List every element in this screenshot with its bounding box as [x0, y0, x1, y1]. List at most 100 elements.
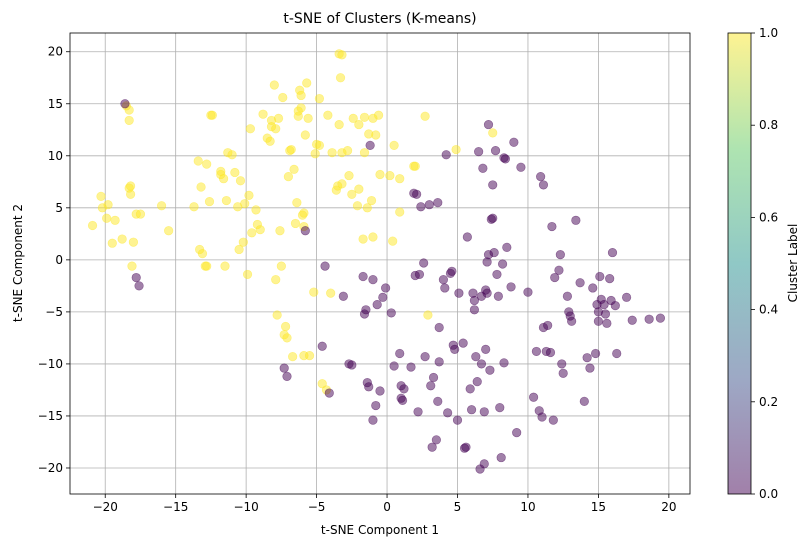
scatter-point-cluster-0: [554, 265, 564, 275]
grid-lines: [70, 33, 690, 494]
scatter-point-cluster-0: [419, 258, 429, 268]
scatter-point-cluster-1: [271, 124, 281, 134]
scatter-point-cluster-0: [612, 348, 622, 359]
scatter-point-cluster-1: [335, 73, 346, 83]
x-tick-label: 5: [454, 500, 462, 514]
x-tick-label: −20: [93, 500, 118, 514]
scatter-point-cluster-1: [103, 200, 113, 210]
colorbar: [727, 32, 752, 495]
scatter-point-cluster-1: [156, 201, 167, 211]
y-tick-label: 0: [55, 253, 63, 267]
scatter-point-cluster-0: [469, 305, 480, 315]
scatter-point-cluster-1: [290, 218, 301, 229]
scatter-point-cluster-1: [238, 237, 248, 247]
scatter-point-cluster-1: [362, 203, 372, 213]
scatter-point-cluster-0: [476, 359, 487, 369]
scatter-point-cluster-0: [279, 363, 289, 373]
scatter-point-cluster-1: [220, 261, 230, 271]
scatter-point-cluster-0: [479, 459, 489, 469]
scatter-point-cluster-1: [326, 288, 336, 298]
scatter-point-cluster-1: [359, 148, 370, 158]
scatter-point-cluster-1: [310, 149, 320, 159]
scatter-point-cluster-0: [644, 314, 654, 324]
scatter-point-cluster-1: [304, 350, 315, 361]
scatter-point-cluster-0: [536, 172, 546, 182]
scatter-point-cluster-1: [344, 170, 354, 181]
scatter-point-cluster-1: [230, 167, 240, 178]
scatter-point-cluster-0: [358, 271, 368, 282]
scatter-point-cluster-1: [110, 215, 120, 225]
scatter-point-cluster-0: [495, 403, 505, 413]
scatter-point-cluster-1: [292, 198, 302, 208]
scatter-point-cluster-0: [485, 365, 495, 375]
scatter-point-cluster-0: [545, 347, 556, 358]
scatter-point-cluster-1: [102, 213, 112, 223]
scatter-point-cluster-0: [406, 362, 416, 372]
scatter-point-cluster-1: [410, 161, 420, 171]
scatter-point-cluster-1: [358, 234, 368, 244]
x-axis-ticks: −20 −15 −10 −5 0 5 10 15 20: [93, 494, 677, 514]
scatter-point-cluster-0: [588, 283, 598, 293]
scatter-point-cluster-0: [371, 400, 381, 411]
scatter-point-cluster-1: [278, 92, 288, 103]
scatter-point-cluster-0: [469, 295, 480, 306]
scatter-point-cluster-0: [434, 357, 444, 367]
scatter-point-cluster-1: [337, 179, 347, 189]
scatter-point-cluster-0: [450, 344, 460, 354]
scatter-point-cluster-1: [423, 310, 433, 320]
scatter-point-cluster-1: [128, 237, 139, 247]
scatter-point-cluster-1: [269, 80, 279, 90]
scatter-point-cluster-1: [240, 199, 250, 209]
scatter-point-cluster-0: [431, 435, 441, 445]
y-tick-label: 5: [55, 201, 63, 215]
scatter-point-cluster-1: [352, 201, 363, 211]
x-tick-label: 0: [383, 500, 391, 514]
scatter-point-cluster-1: [235, 176, 246, 186]
scatter-point-cluster-0: [375, 386, 385, 396]
scatter-point-cluster-1: [276, 261, 286, 271]
scatter-point-cluster-0: [488, 180, 498, 190]
x-tick-label: −15: [163, 500, 188, 514]
scatter-point-cluster-0: [547, 221, 557, 232]
scatter-point-cluster-1: [245, 124, 255, 134]
scatter-point-cluster-0: [428, 372, 439, 383]
scatter-point-cluster-1: [164, 226, 174, 236]
scatter-point-cluster-1: [221, 195, 232, 206]
scatter-point-cluster-0: [593, 316, 604, 326]
colorbar-ticks: 0.0 0.2 0.4 0.6 0.8 1.0: [751, 26, 778, 501]
scatter-point-cluster-0: [562, 291, 573, 301]
scatter-point-cluster-1: [196, 182, 206, 192]
scatter-point-cluster-0: [413, 407, 423, 417]
scatter-point-cluster-0: [282, 371, 292, 382]
scatter-point-cluster-0: [338, 291, 348, 301]
scatter-point-cluster-1: [303, 113, 313, 123]
scatter-point-cluster-0: [424, 200, 434, 210]
scatter-point-cluster-1: [282, 333, 292, 343]
colorbar-label: Cluster Label: [786, 224, 800, 303]
scatter-point-cluster-1: [296, 90, 306, 101]
scatter-point-cluster-0: [381, 283, 391, 293]
scatter-point-cluster-0: [595, 271, 605, 282]
scatter-point-cluster-0: [433, 396, 443, 406]
scatter-point-cluster-1: [420, 111, 430, 121]
x-tick-label: 10: [520, 500, 535, 514]
y-tick-label: −10: [38, 357, 63, 371]
scatter-point-cluster-0: [602, 318, 612, 328]
scatter-point-cluster-1: [193, 156, 203, 166]
scatter-point-cluster-0: [434, 322, 444, 333]
scatter-point-cluster-0: [397, 395, 408, 405]
scatter-point-cluster-0: [458, 338, 468, 348]
scatter-point-cluster-0: [500, 154, 511, 164]
scatter-point-cluster-0: [466, 405, 477, 415]
x-tick-label: −10: [233, 500, 258, 514]
scatter-point-cluster-0: [497, 259, 508, 269]
scatter-point-cluster-0: [493, 291, 503, 301]
scatter-point-cluster-1: [202, 159, 212, 169]
scatter-point-cluster-1: [258, 109, 268, 119]
scatter-point-cluster-0: [478, 163, 488, 173]
scatter-point-cluster-0: [472, 377, 482, 387]
scatter-point-cluster-0: [317, 341, 327, 351]
scatter-point-cluster-1: [271, 275, 281, 285]
scatter-point-cluster-0: [531, 346, 542, 357]
scatter-point-cluster-0: [481, 344, 491, 354]
